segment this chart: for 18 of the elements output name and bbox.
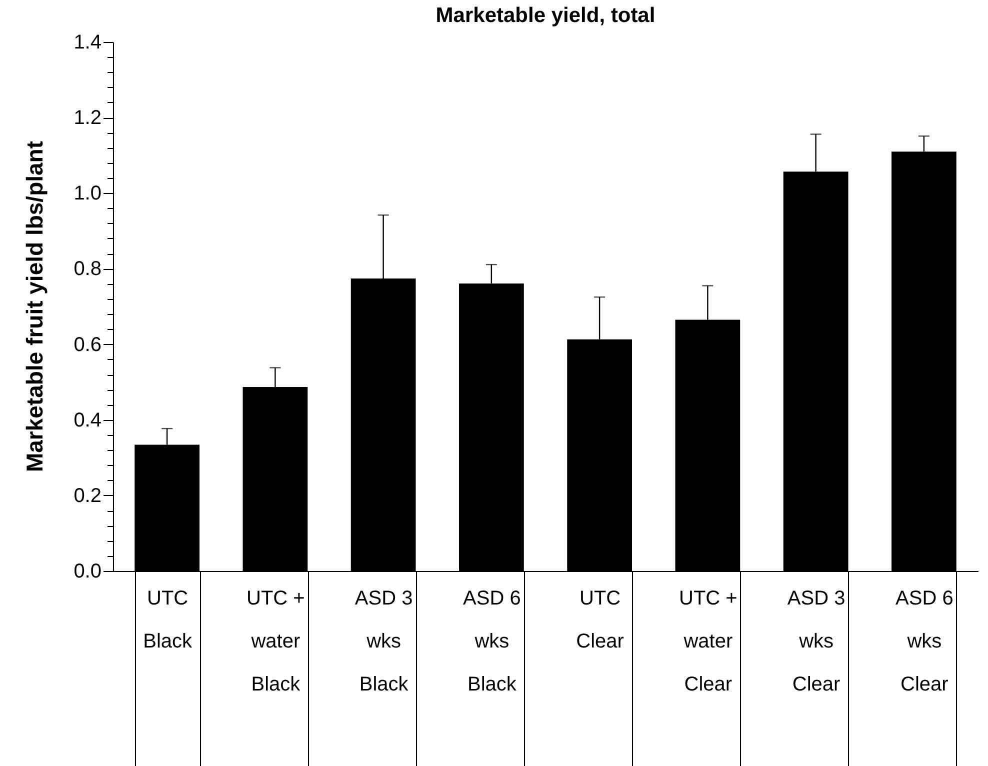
x-tick-label: UTC + water Black	[246, 588, 305, 696]
x-tick-label: ASD 3 wks Clear	[787, 588, 846, 696]
y-tick-label: 1.2	[74, 107, 102, 130]
x-tick-label: ASD 6 wks Black	[463, 588, 521, 696]
y-tick-label: 0.8	[74, 258, 102, 280]
y-axis-title: Marketable fruit yield lbs/plant	[22, 140, 48, 472]
y-tick-label: 1.4	[74, 32, 102, 54]
x-tick-label: ASD 6 wks Clear	[896, 588, 954, 696]
y-tick-label: 0.6	[74, 334, 102, 356]
y-tick-label: 0.4	[74, 409, 102, 432]
x-tick-label: UTC Black	[143, 588, 194, 652]
chart-title: Marketable yield, total	[436, 4, 656, 27]
y-tick-label: 1.0	[74, 182, 102, 205]
x-tick-label: ASD 3 wks Black	[354, 588, 413, 696]
y-tick-label: 0.0	[74, 560, 102, 582]
x-tick-label: UTC Clear	[576, 588, 624, 652]
y-tick-label: 0.2	[74, 484, 102, 507]
x-tick-label: UTC + water Clear	[679, 588, 738, 696]
